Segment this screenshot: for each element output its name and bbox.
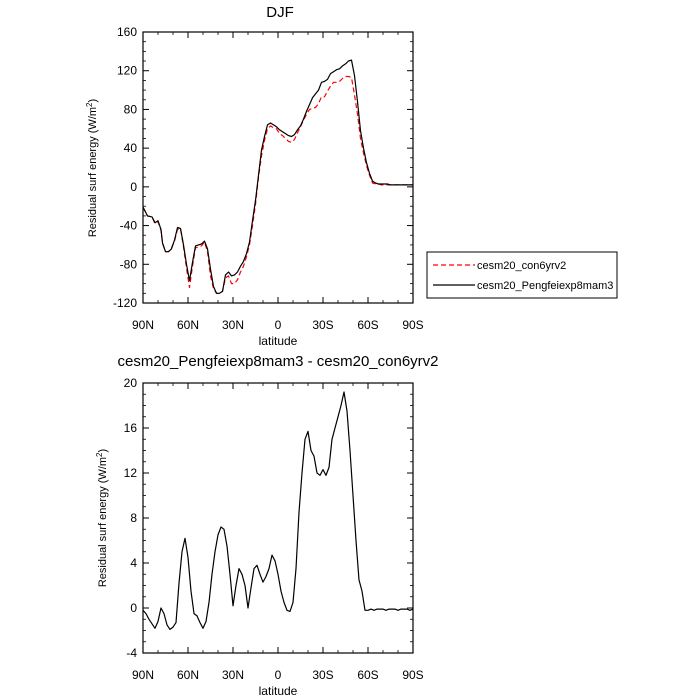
y-tick-label: -80 — [120, 257, 138, 271]
legend-label-experiment: cesm20_Pengfeiexp8mam3 — [477, 280, 613, 292]
series-line-bottom-0 — [142, 391, 414, 630]
panel-top-plot-frame — [142, 31, 414, 304]
y-tick-label: 4 — [130, 556, 137, 570]
series-line-top-0 — [142, 75, 413, 294]
x-tick-label: 30S — [312, 318, 333, 332]
legend-box — [426, 251, 618, 299]
y-tick-label: -40 — [120, 219, 138, 233]
panel-bottom: cesm20_Pengfeiexp8mam3 - cesm20_con6yrv2… — [95, 353, 439, 698]
y-tick-label: 16 — [124, 421, 138, 435]
panel-top-y-axis-label: Residual surf energy (W/m2) — [85, 99, 99, 237]
panel-top-x-ticks: 90N 60N 30N 0 30S 60S 90S — [132, 32, 424, 332]
y-tick-label: 80 — [124, 102, 138, 116]
x-tick-label: 30N — [222, 318, 244, 332]
x-tick-label: 90N — [132, 668, 154, 682]
y-tick-label: 8 — [130, 511, 137, 525]
panel-top-title: DJF — [266, 4, 294, 21]
panel-top-series — [142, 59, 413, 294]
legend: cesm20_con6yrv2 cesm20_Pengfeiexp8mam3 — [426, 251, 618, 299]
panel-bottom-x-ticks: 90N 60N 30N 0 30S 60S 90S — [132, 383, 424, 682]
y-tick-label: 120 — [117, 64, 137, 78]
x-tick-label: 60S — [357, 668, 378, 682]
y-tick-label: 12 — [124, 466, 138, 480]
y-tick-label: 20 — [124, 376, 138, 390]
panel-bottom-x-axis-label: latitude — [259, 684, 298, 698]
y-tick-label: 0 — [130, 180, 137, 194]
x-tick-label: 60S — [357, 318, 378, 332]
x-tick-label: 90S — [402, 318, 423, 332]
series-line-top-1 — [142, 59, 413, 294]
panel-top: DJF -120 -80 -40 0 40 80 120 160 90N 60N 30N 0 30S 6… — [85, 4, 618, 348]
panel-bottom-plot-frame — [142, 382, 414, 654]
legend-label-control: cesm20_con6yrv2 — [477, 260, 566, 272]
y-tick-label: -120 — [113, 296, 137, 310]
x-tick-label: 90S — [402, 668, 423, 682]
panel-top-x-axis-label: latitude — [259, 334, 298, 348]
x-tick-label: 0 — [275, 318, 282, 332]
x-tick-label: 0 — [275, 668, 282, 682]
x-tick-label: 60N — [177, 668, 199, 682]
panel-bottom-title: cesm20_Pengfeiexp8mam3 - cesm20_con6yrv2 — [118, 353, 439, 370]
y-tick-label: 40 — [124, 141, 138, 155]
panel-bottom-series — [142, 391, 414, 630]
x-tick-label: 90N — [132, 318, 154, 332]
y-tick-label: 0 — [130, 601, 137, 615]
panel-bottom-y-ticks: -4 0 4 8 12 16 20 — [124, 376, 413, 660]
panel-top-y-ticks: -120 -80 -40 0 40 80 120 160 — [113, 25, 413, 310]
y-tick-label: -4 — [126, 646, 137, 660]
x-tick-label: 60N — [177, 318, 199, 332]
x-tick-label: 30S — [312, 668, 333, 682]
x-tick-label: 30N — [222, 668, 244, 682]
y-tick-label: 160 — [117, 25, 137, 39]
panel-bottom-y-axis-label: Residual surf energy (W/m2) — [95, 449, 109, 587]
